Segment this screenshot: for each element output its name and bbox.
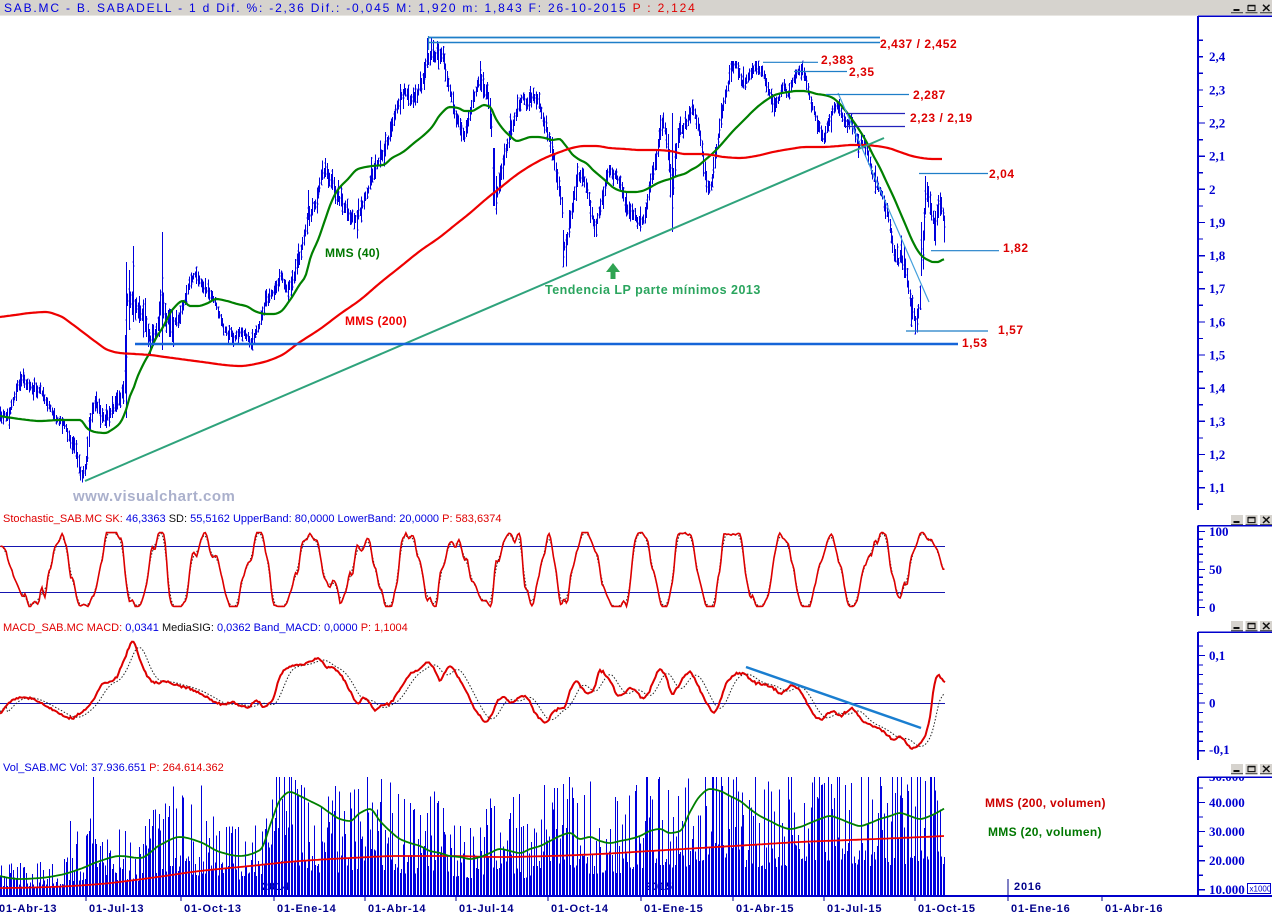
svg-text:1,53: 1,53 (962, 336, 988, 350)
svg-text:01-Jul-13: 01-Jul-13 (89, 903, 144, 915)
svg-text:MACD_SAB.MC MACD: 0,0341 Media: MACD_SAB.MC MACD: 0,0341 MediaSIG: 0,036… (3, 622, 408, 634)
svg-text:2: 2 (1209, 182, 1216, 197)
svg-text:01-Oct-14: 01-Oct-14 (551, 903, 609, 915)
svg-text:2,3: 2,3 (1209, 82, 1226, 97)
svg-text:1,57: 1,57 (998, 323, 1024, 337)
svg-text:1,3: 1,3 (1209, 414, 1226, 429)
svg-text:2,437 / 2,452: 2,437 / 2,452 (880, 37, 957, 51)
svg-text:01-Abr-15: 01-Abr-15 (736, 903, 794, 915)
svg-text:100: 100 (1209, 524, 1229, 539)
svg-text:1,2: 1,2 (1209, 447, 1225, 462)
svg-text:x1000: x1000 (1250, 885, 1272, 894)
svg-text:10.000: 10.000 (1209, 882, 1245, 897)
svg-text:0: 0 (1209, 696, 1216, 711)
svg-text:30.000: 30.000 (1209, 824, 1245, 839)
svg-text:01-Abr-13: 01-Abr-13 (0, 903, 57, 915)
svg-text:40.000: 40.000 (1209, 795, 1245, 810)
svg-text:MMS (200, volumen): MMS (200, volumen) (985, 796, 1106, 810)
svg-text:2,1: 2,1 (1209, 149, 1225, 164)
svg-text:1,7: 1,7 (1209, 281, 1226, 296)
svg-text:1,82: 1,82 (1003, 241, 1029, 255)
svg-text:01-Ene-15: 01-Ene-15 (644, 903, 704, 915)
svg-text:2,04: 2,04 (989, 167, 1015, 181)
svg-text:2,35: 2,35 (849, 65, 875, 79)
svg-text:01-Abr-16: 01-Abr-16 (1105, 903, 1163, 915)
svg-text:2,287: 2,287 (913, 88, 946, 102)
svg-text:1,6: 1,6 (1209, 314, 1226, 329)
svg-text:1,1: 1,1 (1209, 480, 1225, 495)
svg-text:2,383: 2,383 (821, 53, 854, 67)
svg-text:1,4: 1,4 (1209, 381, 1226, 396)
svg-text:2016: 2016 (1014, 881, 1042, 893)
svg-text:01-Ene-14: 01-Ene-14 (277, 903, 337, 915)
svg-text:Vol_SAB.MC Vol: 37.936.651 P:: Vol_SAB.MC Vol: 37.936.651 P: 264.614.36… (3, 762, 224, 774)
svg-text:2,23 / 2,19: 2,23 / 2,19 (910, 111, 973, 125)
svg-text:1,9: 1,9 (1209, 215, 1226, 230)
svg-text:Stochastic_SAB.MC SK: 46,3363: Stochastic_SAB.MC SK: 46,3363 SD: 55,516… (3, 513, 501, 525)
svg-text:MMS (40): MMS (40) (325, 246, 380, 260)
svg-text:www.visualchart.com: www.visualchart.com (72, 488, 235, 505)
svg-text:01-Jul-15: 01-Jul-15 (827, 903, 882, 915)
svg-text:0,1: 0,1 (1209, 648, 1225, 663)
svg-text:-0,1: -0,1 (1209, 742, 1230, 757)
svg-text:01-Abr-14: 01-Abr-14 (368, 903, 426, 915)
svg-text:Tendencia LP parte mínimos 201: Tendencia LP parte mínimos 2013 (545, 283, 761, 297)
svg-text:SAB.MC - B. SABADELL - 1 d Dif: SAB.MC - B. SABADELL - 1 d Dif. %: -2,36… (4, 1, 697, 15)
svg-text:2,4: 2,4 (1209, 49, 1226, 64)
svg-text:MMS (200): MMS (200) (345, 314, 407, 328)
svg-text:1,5: 1,5 (1209, 348, 1226, 363)
svg-text:50.000: 50.000 (1209, 769, 1245, 784)
svg-text:01-Oct-15: 01-Oct-15 (918, 903, 976, 915)
svg-text:01-Jul-14: 01-Jul-14 (459, 903, 514, 915)
svg-text:MMS (20, volumen): MMS (20, volumen) (988, 825, 1102, 839)
svg-text:1,8: 1,8 (1209, 248, 1226, 263)
svg-text:20.000: 20.000 (1209, 853, 1245, 868)
svg-text:01-Oct-13: 01-Oct-13 (184, 903, 242, 915)
svg-text:0: 0 (1209, 600, 1216, 615)
svg-text:2,2: 2,2 (1209, 116, 1225, 131)
svg-text:50: 50 (1209, 562, 1222, 577)
svg-text:01-Ene-16: 01-Ene-16 (1011, 903, 1071, 915)
